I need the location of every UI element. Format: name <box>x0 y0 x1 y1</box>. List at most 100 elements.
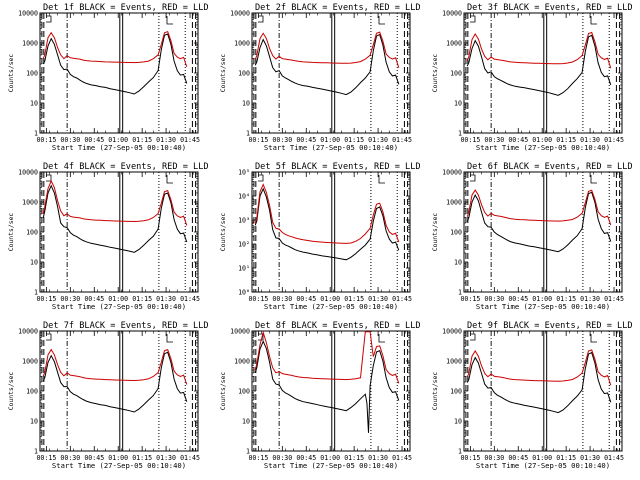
x-tick-label: 01:30 <box>368 136 388 144</box>
x-tick-label: 01:30 <box>580 295 600 303</box>
plot-frame <box>39 171 199 293</box>
x-tick-label: 01:15 <box>556 454 576 462</box>
x-tick-label: 00:45 <box>296 136 316 144</box>
y-tick-label: 100 <box>450 388 462 396</box>
x-axis-label: Start Time (27-Sep-05 00:10:40) <box>476 143 610 152</box>
y-tick-label: 10 <box>242 418 250 426</box>
x-tick-label: 01:45 <box>180 454 200 462</box>
x-axis-label: Start Time (27-Sep-05 00:10:40) <box>52 143 186 152</box>
y-tick-label: 1 <box>458 289 462 297</box>
x-tick-label: 01:30 <box>368 295 388 303</box>
plot-frame <box>251 171 411 293</box>
x-axis-label: Start Time (27-Sep-05 00:10:40) <box>476 302 610 311</box>
y-tick-label: 10 <box>454 418 462 426</box>
corner-marker-left <box>46 15 52 23</box>
y-tick-label: 1 <box>34 289 38 297</box>
panel-title: Det 7f BLACK = Events, RED = LLD <box>43 321 209 331</box>
events-series-line <box>42 351 188 413</box>
x-tick-label: 01:30 <box>156 454 176 462</box>
y-tick-label: 10¹ <box>238 265 250 273</box>
x-tick-label: 01:15 <box>132 454 152 462</box>
events-series-line <box>466 191 612 253</box>
x-axis-label: Start Time (27-Sep-05 00:10:40) <box>264 143 398 152</box>
x-tick-label: 01:45 <box>392 295 412 303</box>
y-tick-label: 1000 <box>234 40 250 48</box>
y-tick-label: 10⁵ <box>238 169 250 177</box>
x-tick-label: 00:15 <box>248 454 268 462</box>
y-tick-label: 1000 <box>22 40 38 48</box>
corner-marker-left <box>470 333 476 341</box>
x-tick-label: 01:15 <box>132 295 152 303</box>
y-tick-label: 10⁰ <box>238 289 250 297</box>
panel-title: Det 2f BLACK = Events, RED = LLD <box>255 3 421 13</box>
x-tick-label: 01:15 <box>344 454 364 462</box>
x-tick-label: 00:30 <box>60 136 80 144</box>
panel-det-7: Det 7f BLACK = Events, RED = LLD 1 10 100 10… <box>7 321 209 470</box>
x-tick-label: 00:45 <box>296 295 316 303</box>
panel-det-9: Det 9f BLACK = Events, RED = LLD 1 10 100 10… <box>431 321 633 470</box>
x-tick-label: 00:45 <box>84 295 104 303</box>
x-tick-label: 00:15 <box>248 295 268 303</box>
x-tick-label: 01:00 <box>320 136 340 144</box>
x-tick-label: 00:30 <box>484 454 504 462</box>
panel-title: Det 8f BLACK = Events, RED = LLD <box>255 321 421 331</box>
x-tick-label: 01:45 <box>604 136 624 144</box>
y-tick-label: 1000 <box>446 40 462 48</box>
corner-marker-right <box>378 175 385 184</box>
plot-frame <box>39 330 199 452</box>
y-tick-label: 1000 <box>234 358 250 366</box>
y-tick-label: 1 <box>34 448 38 456</box>
corner-marker-left <box>46 174 52 182</box>
y-tick-label: 10000 <box>230 328 250 336</box>
x-tick-label: 00:45 <box>508 136 528 144</box>
panel-title: Det 9f BLACK = Events, RED = LLD <box>467 321 633 331</box>
y-tick-label: 100 <box>238 388 250 396</box>
x-tick-label: 01:00 <box>320 454 340 462</box>
y-tick-label: 10 <box>30 100 38 108</box>
lld-series-line <box>254 31 400 68</box>
x-tick-label: 00:30 <box>484 136 504 144</box>
x-tick-label: 00:45 <box>508 454 528 462</box>
events-series-line <box>466 34 612 96</box>
y-axis-label: Counts/sec <box>219 213 227 252</box>
panel-title: Det 5f BLACK = Events, RED = LLD <box>255 162 421 172</box>
y-tick-label: 10 <box>30 418 38 426</box>
y-tick-label: 1 <box>458 448 462 456</box>
x-tick-label: 00:30 <box>272 454 292 462</box>
corner-marker-left <box>470 15 476 23</box>
x-tick-label: 00:30 <box>484 295 504 303</box>
y-tick-label: 1000 <box>446 199 462 207</box>
x-tick-label: 00:45 <box>508 295 528 303</box>
panel-title: Det 6f BLACK = Events, RED = LLD <box>467 162 633 172</box>
y-tick-label: 10 <box>30 259 38 267</box>
x-tick-label: 00:30 <box>272 136 292 144</box>
y-tick-label: 1000 <box>446 358 462 366</box>
x-tick-label: 01:30 <box>156 136 176 144</box>
y-tick-label: 100 <box>238 70 250 78</box>
x-tick-label: 01:30 <box>368 454 388 462</box>
corner-marker-right <box>166 175 173 184</box>
y-axis-label: Counts/sec <box>431 54 439 93</box>
x-tick-label: 01:00 <box>108 136 128 144</box>
y-axis-label: Counts/sec <box>219 372 227 411</box>
x-tick-label: 00:15 <box>36 295 56 303</box>
corner-marker-left <box>258 174 264 182</box>
x-tick-label: 00:15 <box>36 136 56 144</box>
y-axis-label: Counts/sec <box>219 54 227 93</box>
lld-series-line <box>42 30 188 68</box>
lld-series-line <box>42 179 188 226</box>
x-tick-label: 01:45 <box>180 295 200 303</box>
y-tick-label: 10000 <box>442 10 462 18</box>
y-tick-label: 10000 <box>230 10 250 18</box>
lld-series-line <box>254 183 400 244</box>
x-tick-label: 00:30 <box>60 295 80 303</box>
x-tick-label: 00:15 <box>248 136 268 144</box>
x-tick-label: 01:45 <box>392 136 412 144</box>
x-tick-label: 01:45 <box>604 295 624 303</box>
panel-det-2: Det 2f BLACK = Events, RED = LLD 1 10 100 10… <box>219 3 421 152</box>
events-series-line <box>254 33 400 96</box>
corner-marker-left <box>46 333 52 341</box>
y-tick-label: 10 <box>454 100 462 108</box>
corner-marker-left <box>258 15 264 23</box>
